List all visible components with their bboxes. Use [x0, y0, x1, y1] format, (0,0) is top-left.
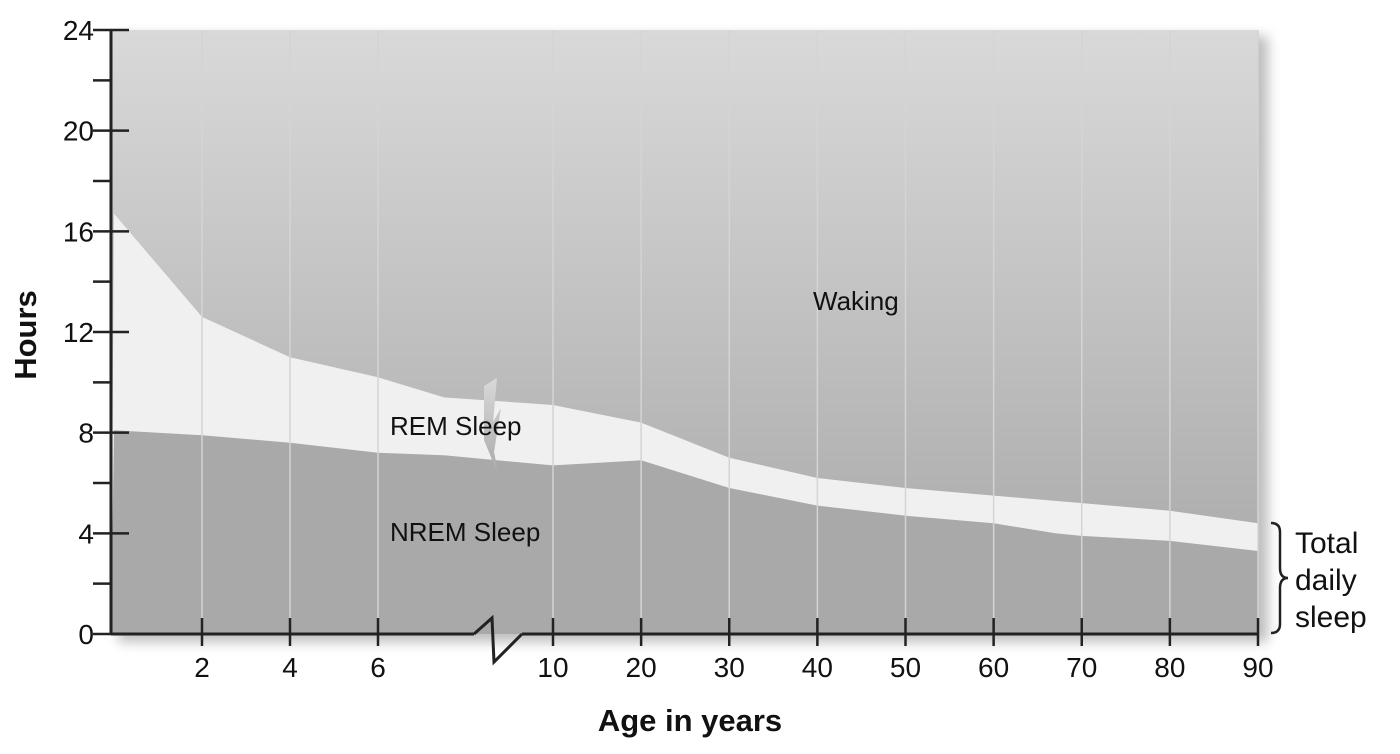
- axis-break-notch: [484, 378, 501, 482]
- y-axis-title: Hours: [8, 290, 43, 380]
- x-tick-label: 6: [370, 652, 386, 683]
- y-tick-label: 16: [63, 216, 94, 247]
- bracket-label-line-3: sleep: [1295, 601, 1367, 634]
- x-tick-label: 2: [194, 652, 210, 683]
- y-tick-label: 4: [78, 518, 94, 549]
- y-ticks: 0 4 8 12 16 20 24: [63, 15, 129, 650]
- waking-label: Waking: [813, 286, 899, 316]
- x-axis-break-symbol: [473, 614, 524, 666]
- y-tick-label: 12: [63, 317, 94, 348]
- x-tick-label: 90: [1242, 652, 1273, 683]
- x-axis-title: Age in years: [598, 703, 782, 738]
- x-tick-label: 80: [1154, 652, 1185, 683]
- nrem-sleep-label: NREM Sleep: [390, 517, 540, 547]
- x-tick-label: 30: [714, 652, 745, 683]
- x-ticks: 2 4 6 10 20 30 40 50 60 70 80 90: [194, 618, 1274, 683]
- y-tick-label: 0: [78, 619, 94, 650]
- x-tick-label: 40: [802, 652, 833, 683]
- nrem-sleep-area: [111, 430, 1258, 634]
- x-tick-label: 60: [978, 652, 1009, 683]
- bracket-label-line-1: Total: [1295, 527, 1358, 560]
- x-tick-label: 50: [890, 652, 921, 683]
- x-tick-label: 10: [537, 652, 568, 683]
- y-tick-label: 20: [63, 116, 94, 147]
- grid-lines: [201, 30, 1259, 634]
- x-tick-label: 20: [626, 652, 657, 683]
- y-tick-label: 8: [78, 418, 94, 449]
- y-tick-label: 24: [63, 15, 94, 46]
- x-tick-label: 70: [1066, 652, 1097, 683]
- x-tick-label: 4: [282, 652, 298, 683]
- rem-sleep-label: REM Sleep: [390, 411, 522, 441]
- bracket-label-line-2: daily: [1295, 564, 1357, 597]
- total-sleep-bracket: [1270, 521, 1289, 635]
